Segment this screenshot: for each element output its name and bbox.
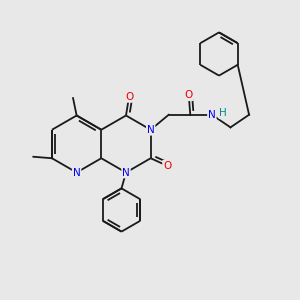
Text: O: O — [125, 92, 133, 102]
Text: N: N — [208, 110, 216, 120]
Text: H: H — [219, 108, 227, 118]
Text: N: N — [147, 125, 154, 135]
Text: O: O — [185, 90, 193, 100]
Text: N: N — [73, 167, 80, 178]
Text: N: N — [122, 167, 130, 178]
Text: O: O — [163, 161, 171, 171]
